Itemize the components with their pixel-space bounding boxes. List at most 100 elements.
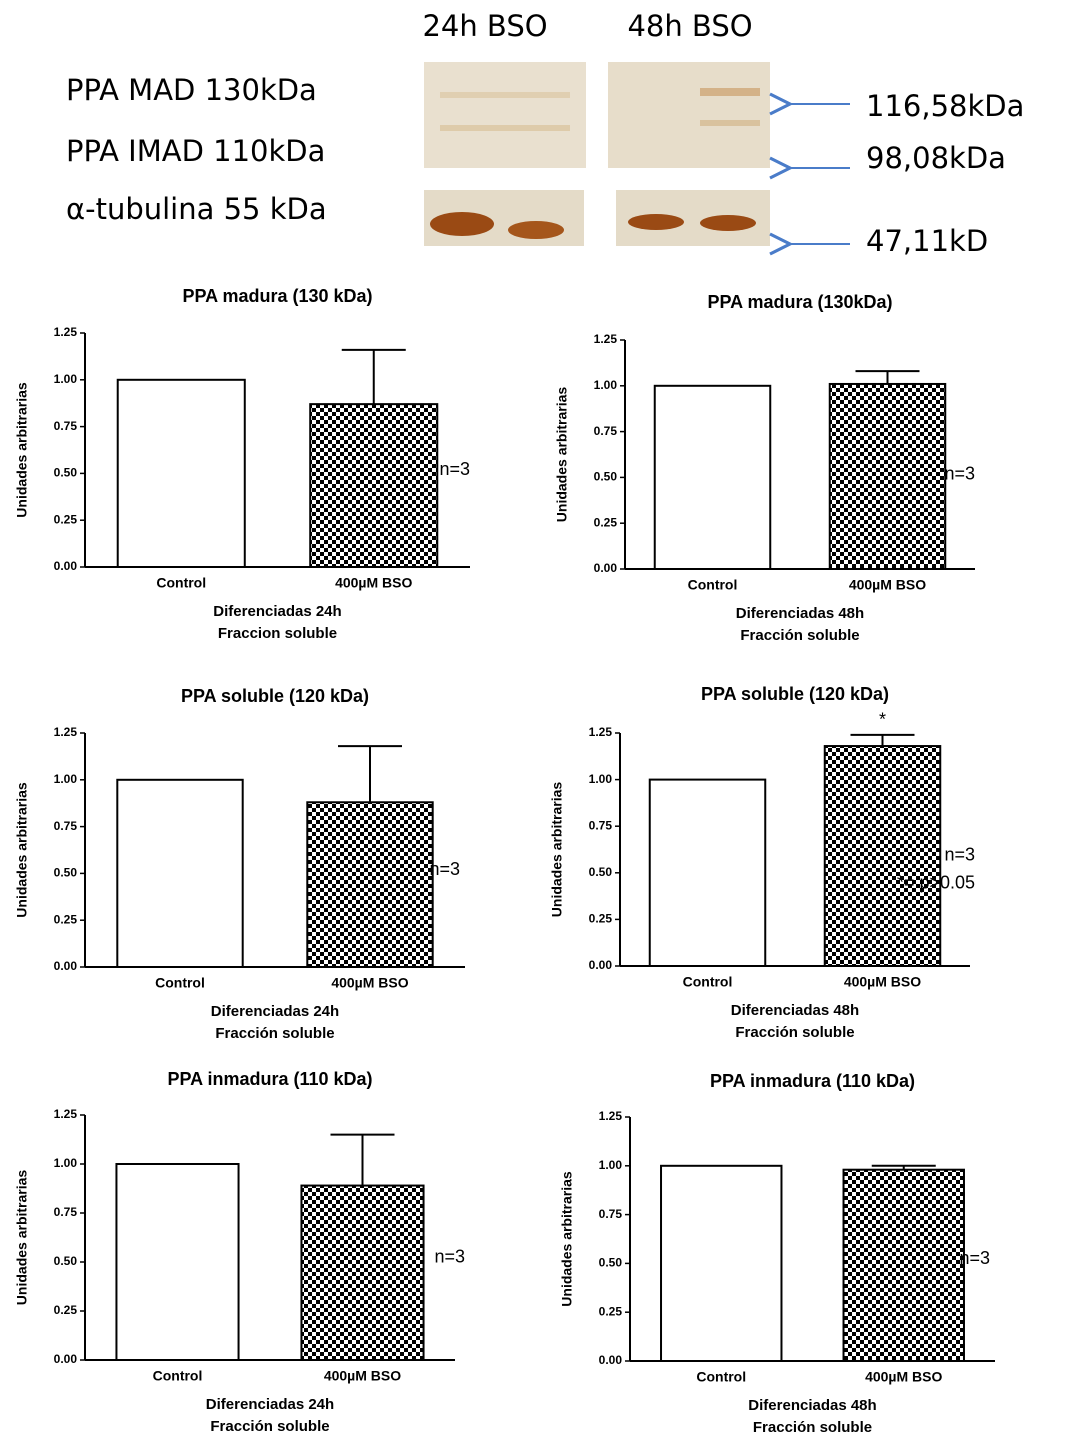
annotation: n=3 — [944, 844, 975, 864]
bar — [307, 802, 432, 967]
annotation: *= p>0.05 — [897, 872, 975, 892]
bar — [310, 404, 437, 567]
x-tick-label: Control — [688, 577, 738, 593]
y-tick-label: 0.00 — [599, 1353, 623, 1367]
bar — [844, 1170, 964, 1361]
marker-label: 116,58kDa — [866, 89, 1024, 123]
y-tick-label: 0.00 — [54, 959, 78, 973]
y-tick-label: 0.50 — [54, 866, 78, 880]
x-tick-label: 400µM BSO — [331, 975, 408, 991]
annotation: n=3 — [959, 1248, 990, 1268]
y-tick-label: 1.00 — [594, 378, 618, 392]
error-bar — [856, 371, 920, 384]
y-tick-label: 1.00 — [54, 772, 78, 786]
y-tick-label: 1.00 — [54, 372, 78, 386]
figure: 24h BSO 48h BSO PPA MAD 130kDa PPA IMAD … — [0, 0, 1078, 1439]
x-tick-label: Control — [696, 1369, 746, 1385]
y-tick-label: 1.00 — [599, 1158, 623, 1172]
x-tick-label: Control — [683, 974, 733, 990]
y-tick-label: 1.25 — [599, 1109, 623, 1123]
marker-label: 98,08kDa — [866, 141, 1006, 175]
y-tick-label: 1.25 — [54, 725, 78, 739]
x-axis-label: Diferenciadas 48h — [736, 605, 864, 622]
x-axis-label: Diferenciadas 24h — [213, 603, 341, 620]
chart-title: PPA madura (130 kDa) — [182, 286, 372, 306]
x-axis-label: Fracción soluble — [753, 1419, 872, 1436]
y-tick-label: 0.00 — [54, 1352, 78, 1366]
bar — [830, 384, 946, 569]
y-tick-label: 0.25 — [54, 512, 78, 526]
protein-label: PPA MAD 130kDa — [66, 73, 317, 107]
y-axis-label: Unidades arbitrarias — [14, 1170, 30, 1306]
y-axis-label: Unidades arbitrarias — [14, 382, 30, 518]
y-tick-label: 0.75 — [594, 424, 618, 438]
y-tick-label: 0.25 — [594, 515, 618, 529]
x-axis-label: Fracción soluble — [735, 1024, 854, 1041]
y-tick-label: 1.25 — [54, 1107, 78, 1121]
x-tick-label: Control — [153, 1368, 203, 1384]
y-tick-label: 0.25 — [589, 912, 613, 926]
y-tick-label: 0.00 — [594, 561, 618, 575]
protein-label: α-tubulina 55 kDa — [66, 192, 327, 226]
chart-title: PPA inmadura (110 kDa) — [710, 1071, 915, 1091]
chart-title: PPA inmadura (110 kDa) — [167, 1069, 372, 1089]
x-axis-label: Fracción soluble — [740, 627, 859, 644]
x-axis-label: Diferenciadas 48h — [748, 1397, 876, 1414]
bar — [118, 380, 245, 567]
y-axis-label: Unidades arbitrarias — [14, 782, 30, 918]
lane-label: 24h BSO — [422, 9, 547, 43]
y-tick-label: 0.75 — [54, 819, 78, 833]
y-tick-label: 0.50 — [54, 1254, 78, 1268]
y-tick-label: 1.25 — [589, 725, 613, 739]
x-axis-label: Fracción soluble — [210, 1418, 329, 1435]
marker-label: 47,11kD — [866, 224, 988, 258]
y-axis-label: Unidades arbitrarias — [559, 1171, 575, 1307]
significance-mark: * — [879, 710, 886, 730]
bar — [825, 746, 941, 966]
y-tick-label: 0.25 — [54, 1303, 78, 1317]
y-tick-label: 0.25 — [599, 1304, 623, 1318]
y-tick-label: 0.75 — [54, 1205, 78, 1219]
y-tick-label: 0.50 — [589, 865, 613, 879]
chart-title: PPA soluble (120 kDa) — [701, 684, 889, 704]
x-axis-label: Diferenciadas 24h — [206, 1396, 334, 1413]
x-tick-label: 400µM BSO — [865, 1369, 942, 1385]
y-tick-label: 1.00 — [589, 772, 613, 786]
y-tick-label: 0.50 — [54, 466, 78, 480]
x-axis-label: Diferenciadas 24h — [211, 1003, 339, 1020]
chart-title: PPA madura (130kDa) — [707, 292, 892, 312]
y-tick-label: 0.00 — [54, 559, 78, 573]
y-tick-label: 0.75 — [589, 818, 613, 832]
x-tick-label: Control — [155, 975, 205, 991]
x-tick-label: 400µM BSO — [335, 575, 412, 591]
y-tick-label: 0.75 — [54, 419, 78, 433]
bar — [117, 780, 242, 967]
y-tick-label: 1.25 — [594, 332, 618, 346]
error-bar — [342, 350, 406, 404]
annotation: n=3 — [439, 459, 470, 479]
x-axis-label: Diferenciadas 48h — [731, 1002, 859, 1019]
y-axis-label: Unidades arbitrarias — [549, 782, 565, 918]
bar — [301, 1186, 423, 1360]
x-tick-label: Control — [156, 575, 206, 591]
page: {"blot": {"lanes": ["24h BSO", "48h BSO"… — [0, 0, 1078, 1439]
bar — [661, 1166, 781, 1361]
y-tick-label: 1.25 — [54, 325, 78, 339]
y-tick-label: 0.50 — [594, 470, 618, 484]
y-tick-label: 1.00 — [54, 1156, 78, 1170]
x-axis-label: Fraccion soluble — [218, 625, 337, 642]
annotation: n=3 — [434, 1246, 465, 1266]
y-tick-label: 0.75 — [599, 1207, 623, 1221]
y-tick-label: 0.50 — [599, 1256, 623, 1270]
chart-title: PPA soluble (120 kDa) — [181, 686, 369, 706]
y-tick-label: 0.00 — [589, 958, 613, 972]
arrows — [790, 104, 850, 244]
x-axis-label: Fracción soluble — [215, 1025, 334, 1042]
bar — [655, 386, 771, 569]
error-bar — [851, 735, 915, 746]
x-tick-label: 400µM BSO — [844, 974, 921, 990]
x-tick-label: 400µM BSO — [324, 1368, 401, 1384]
error-bar — [331, 1135, 395, 1186]
blot-image — [424, 62, 770, 246]
annotation: n=3 — [429, 859, 460, 879]
